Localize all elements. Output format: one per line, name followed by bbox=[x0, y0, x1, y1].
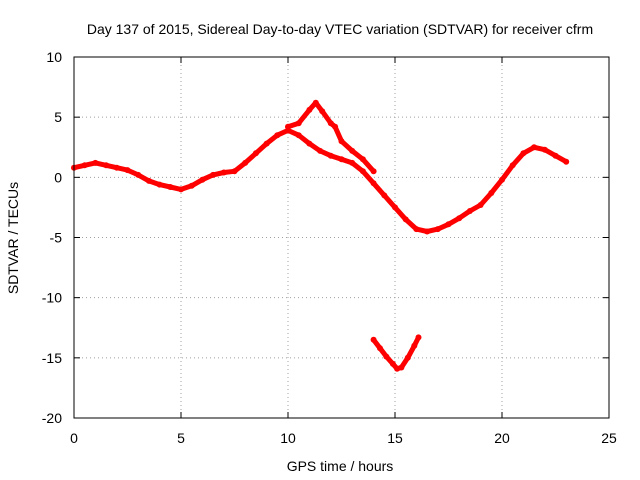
data-point bbox=[531, 144, 538, 151]
data-series bbox=[71, 99, 570, 372]
data-point bbox=[103, 162, 110, 169]
data-point bbox=[563, 158, 570, 165]
y-tick-label: 10 bbox=[46, 49, 62, 65]
axis-ticks: 0 5 10 15 20 25 -20 -15 -10 -5 0 5 10 bbox=[42, 49, 617, 446]
data-point bbox=[167, 184, 174, 190]
data-point bbox=[370, 180, 377, 187]
data-point bbox=[210, 171, 217, 178]
data-point bbox=[383, 353, 390, 360]
data-point bbox=[398, 364, 405, 371]
y-axis-label: SDTVAR / TECUs bbox=[5, 182, 21, 294]
data-point bbox=[552, 152, 559, 159]
data-point bbox=[285, 123, 291, 130]
data-point bbox=[113, 164, 120, 171]
data-point bbox=[359, 168, 366, 175]
data-point bbox=[434, 226, 441, 233]
data-point bbox=[306, 106, 313, 113]
data-point bbox=[402, 216, 409, 223]
series-line-lower-dip bbox=[371, 334, 421, 372]
y-tick-label: -10 bbox=[42, 290, 62, 306]
data-point bbox=[445, 221, 452, 228]
data-point bbox=[274, 132, 281, 139]
y-tick-label: 5 bbox=[54, 109, 62, 125]
data-point bbox=[338, 156, 345, 163]
data-point bbox=[242, 159, 249, 166]
data-point bbox=[327, 152, 334, 159]
data-point bbox=[424, 228, 431, 235]
x-tick-label: 10 bbox=[280, 430, 296, 446]
data-point bbox=[370, 336, 377, 343]
data-point bbox=[520, 150, 527, 157]
x-axis-label: GPS time / hours bbox=[287, 458, 394, 474]
y-tick-label: -15 bbox=[42, 350, 62, 366]
data-point bbox=[135, 171, 142, 178]
y-tick-label: -20 bbox=[42, 410, 62, 426]
data-point bbox=[252, 150, 259, 157]
data-point bbox=[317, 147, 324, 154]
data-point bbox=[312, 99, 319, 106]
data-point bbox=[319, 108, 326, 115]
x-tick-label: 20 bbox=[494, 430, 510, 446]
data-point bbox=[413, 226, 420, 233]
data-point bbox=[178, 186, 184, 193]
data-point bbox=[349, 147, 356, 154]
data-point bbox=[92, 159, 99, 166]
data-point bbox=[477, 202, 484, 208]
data-point bbox=[466, 208, 473, 214]
data-point bbox=[327, 120, 334, 127]
data-point bbox=[263, 140, 270, 147]
data-point bbox=[81, 162, 88, 169]
data-point bbox=[359, 156, 366, 163]
x-tick-label: 25 bbox=[601, 430, 617, 446]
data-point bbox=[220, 169, 227, 176]
data-point bbox=[404, 354, 411, 361]
x-tick-label: 15 bbox=[387, 430, 403, 446]
data-point bbox=[389, 360, 396, 367]
data-point bbox=[415, 334, 422, 341]
data-point bbox=[306, 140, 313, 147]
data-point bbox=[349, 159, 356, 166]
data-point bbox=[231, 168, 238, 175]
data-point bbox=[456, 215, 463, 222]
grid bbox=[74, 57, 609, 418]
y-tick-label: -5 bbox=[50, 230, 63, 246]
data-point bbox=[370, 168, 377, 175]
data-point bbox=[199, 176, 206, 183]
data-point bbox=[124, 167, 131, 174]
data-point bbox=[332, 123, 339, 130]
x-tick-label: 0 bbox=[70, 430, 78, 446]
data-point bbox=[381, 192, 388, 199]
y-tick-label: 0 bbox=[54, 169, 62, 185]
data-point bbox=[499, 176, 505, 183]
data-point bbox=[411, 342, 418, 349]
data-point bbox=[145, 177, 152, 184]
data-point bbox=[188, 182, 195, 189]
data-point bbox=[156, 181, 163, 188]
data-point bbox=[541, 146, 548, 153]
x-tick-label: 5 bbox=[177, 430, 185, 446]
data-point bbox=[338, 138, 345, 145]
data-point bbox=[392, 204, 398, 211]
data-point bbox=[295, 120, 302, 127]
data-point bbox=[488, 190, 495, 196]
data-point bbox=[377, 345, 383, 352]
data-point bbox=[295, 132, 302, 139]
data-point bbox=[509, 162, 516, 169]
chart-title: Day 137 of 2015, Sidereal Day-to-day VTE… bbox=[87, 21, 593, 37]
